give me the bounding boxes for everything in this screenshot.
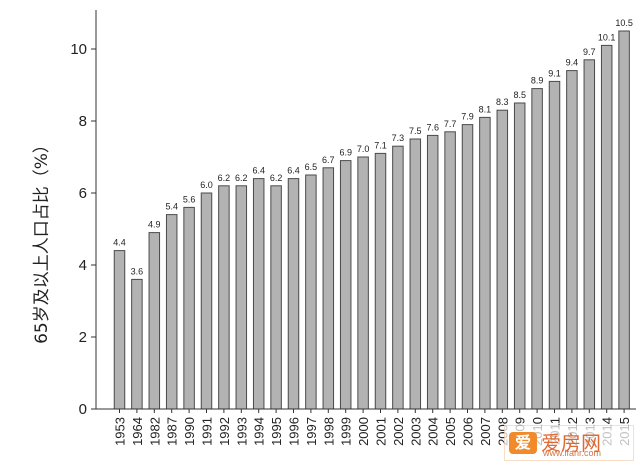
bar xyxy=(583,59,596,410)
bar-value-label: 8.9 xyxy=(531,76,544,86)
bar-value-label: 6.4 xyxy=(252,166,265,176)
bar-value-label: 5.6 xyxy=(183,194,196,204)
bar xyxy=(409,138,422,410)
x-tick-label: 1987 xyxy=(165,417,180,446)
watermark-logo-icon: 爱 xyxy=(509,432,537,454)
bars xyxy=(113,30,630,410)
y-tick-label: 0 xyxy=(79,401,87,418)
bar-value-label: 5.4 xyxy=(165,202,178,212)
x-tick-label: 2001 xyxy=(374,417,389,446)
x-tick-label: 1998 xyxy=(321,417,336,446)
bar-value-label: 6.5 xyxy=(305,162,318,172)
bar-value-label: 8.3 xyxy=(496,97,509,107)
bar-value-label: 9.1 xyxy=(548,68,561,78)
bar-value-label: 8.1 xyxy=(479,104,492,114)
x-tick-label: 2000 xyxy=(356,417,371,446)
watermark: 爱 爱房网 www.ifanr.com xyxy=(504,425,634,461)
bar xyxy=(531,88,543,410)
bar-value-label: 6.2 xyxy=(270,173,283,183)
bar xyxy=(566,70,578,410)
x-tick-label: 1993 xyxy=(234,417,249,446)
x-tick-label: 1996 xyxy=(287,417,302,446)
x-tick-label: 1992 xyxy=(217,417,232,446)
bar-value-label: 7.0 xyxy=(357,144,370,154)
y-tick-label: 6 xyxy=(79,185,87,202)
x-tick-label: 1997 xyxy=(304,417,319,446)
y-axis: 0 2 4 6 8 10 xyxy=(70,10,97,418)
x-tick-label: 2007 xyxy=(478,417,493,446)
bar xyxy=(252,178,265,410)
bar xyxy=(618,30,630,410)
bar xyxy=(461,124,474,410)
bar xyxy=(339,160,352,410)
bar xyxy=(392,145,404,410)
bar-value-label: 8.5 xyxy=(513,90,526,100)
bar xyxy=(322,167,335,410)
y-tick-label: 8 xyxy=(79,113,87,130)
x-tick-label: 1990 xyxy=(182,417,197,446)
y-tick-label: 4 xyxy=(79,257,87,274)
bar-value-label: 10.5 xyxy=(615,18,633,28)
bar-value-label: 7.6 xyxy=(426,122,439,132)
bar-value-label: 6.2 xyxy=(218,173,231,183)
x-tick-label: 1994 xyxy=(252,417,267,446)
bar xyxy=(444,131,456,410)
bar xyxy=(270,185,282,410)
bar xyxy=(200,192,213,410)
bar-value-label: 10.1 xyxy=(598,32,616,42)
bar-value-label: 4.9 xyxy=(148,220,161,230)
bar-value-label: 6.0 xyxy=(200,180,213,190)
y-axis-title: 65岁及以上人口占比（%） xyxy=(32,136,52,344)
bar xyxy=(165,214,178,410)
x-tick-label: 2003 xyxy=(408,417,423,446)
bar xyxy=(496,109,509,410)
bar xyxy=(305,174,317,410)
value-labels: 4.4 3.6 4.9 5.4 5.6 6.0 6.2 6.2 6.4 6.2 6.4 6.5 6.7 6… xyxy=(113,18,633,276)
watermark-url: www.ifanr.com xyxy=(543,448,602,458)
x-tick-label: 2002 xyxy=(391,417,406,446)
watermark-name: 爱房网 xyxy=(541,431,601,455)
bar xyxy=(357,156,369,410)
bar xyxy=(548,80,561,410)
bar-value-label: 6.7 xyxy=(322,155,335,165)
bar-value-label: 4.4 xyxy=(113,238,126,248)
y-tick-label: 2 xyxy=(79,329,87,346)
bar xyxy=(374,152,387,410)
bar-value-label: 7.7 xyxy=(444,119,457,129)
x-tick-label: 1964 xyxy=(130,417,145,446)
bar xyxy=(218,185,230,410)
y-tick-label: 10 xyxy=(70,41,87,58)
bar-value-label: 7.5 xyxy=(409,126,422,136)
bar xyxy=(479,116,491,410)
bar-value-label: 6.9 xyxy=(339,148,352,158)
bar-value-label: 9.4 xyxy=(566,58,579,68)
x-tick-label: 1982 xyxy=(147,417,162,446)
bar xyxy=(148,232,161,410)
bar xyxy=(235,185,248,410)
x-tick-label: 1953 xyxy=(113,417,128,446)
bar xyxy=(600,44,613,410)
bar xyxy=(183,206,195,410)
bar xyxy=(513,102,526,410)
x-tick-label: 1995 xyxy=(269,417,284,446)
bar-value-label: 6.4 xyxy=(287,166,300,176)
x-tick-label: 2004 xyxy=(426,417,441,446)
bar xyxy=(113,250,126,410)
bar xyxy=(287,178,300,410)
x-tick-label: 1991 xyxy=(200,417,215,446)
bar-value-label: 7.1 xyxy=(374,140,387,150)
x-tick-label: 1999 xyxy=(339,417,354,446)
bar-value-label: 7.3 xyxy=(392,133,405,143)
bar-value-label: 6.2 xyxy=(235,173,248,183)
bar-value-label: 7.9 xyxy=(461,112,474,122)
bar-value-label: 9.7 xyxy=(583,47,596,57)
x-tick-label: 2006 xyxy=(461,417,476,446)
bar xyxy=(426,134,439,410)
bar-value-label: 3.6 xyxy=(131,266,144,276)
bar xyxy=(131,278,143,410)
x-tick-label: 2005 xyxy=(443,417,458,446)
